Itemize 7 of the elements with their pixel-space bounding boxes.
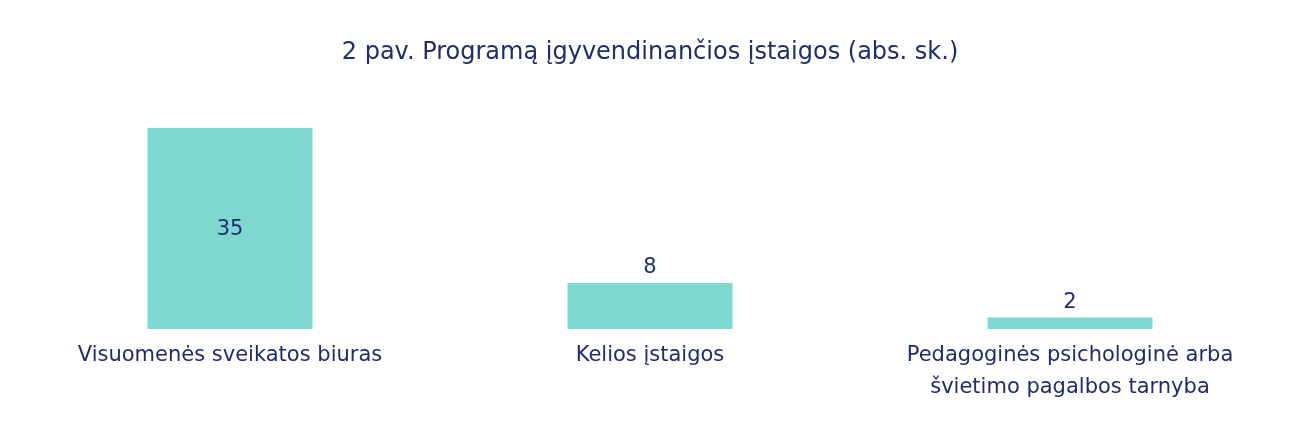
data-label: 8 (643, 254, 657, 279)
x-tick-label: Pedagoginės psichologinė arba švietimo pagalbos tarnyba (906, 341, 1234, 398)
x-tick-label: Visuomenės sveikatos biuras (77, 341, 383, 366)
chart-title: 2 pav. Programą įgyvendinančios įstaigos (abs. sk.) (341, 37, 959, 65)
data-label: 2 (1063, 288, 1077, 313)
data-label: 35 (216, 215, 244, 240)
x-tick-label: Kelios įstaigos (575, 341, 725, 366)
